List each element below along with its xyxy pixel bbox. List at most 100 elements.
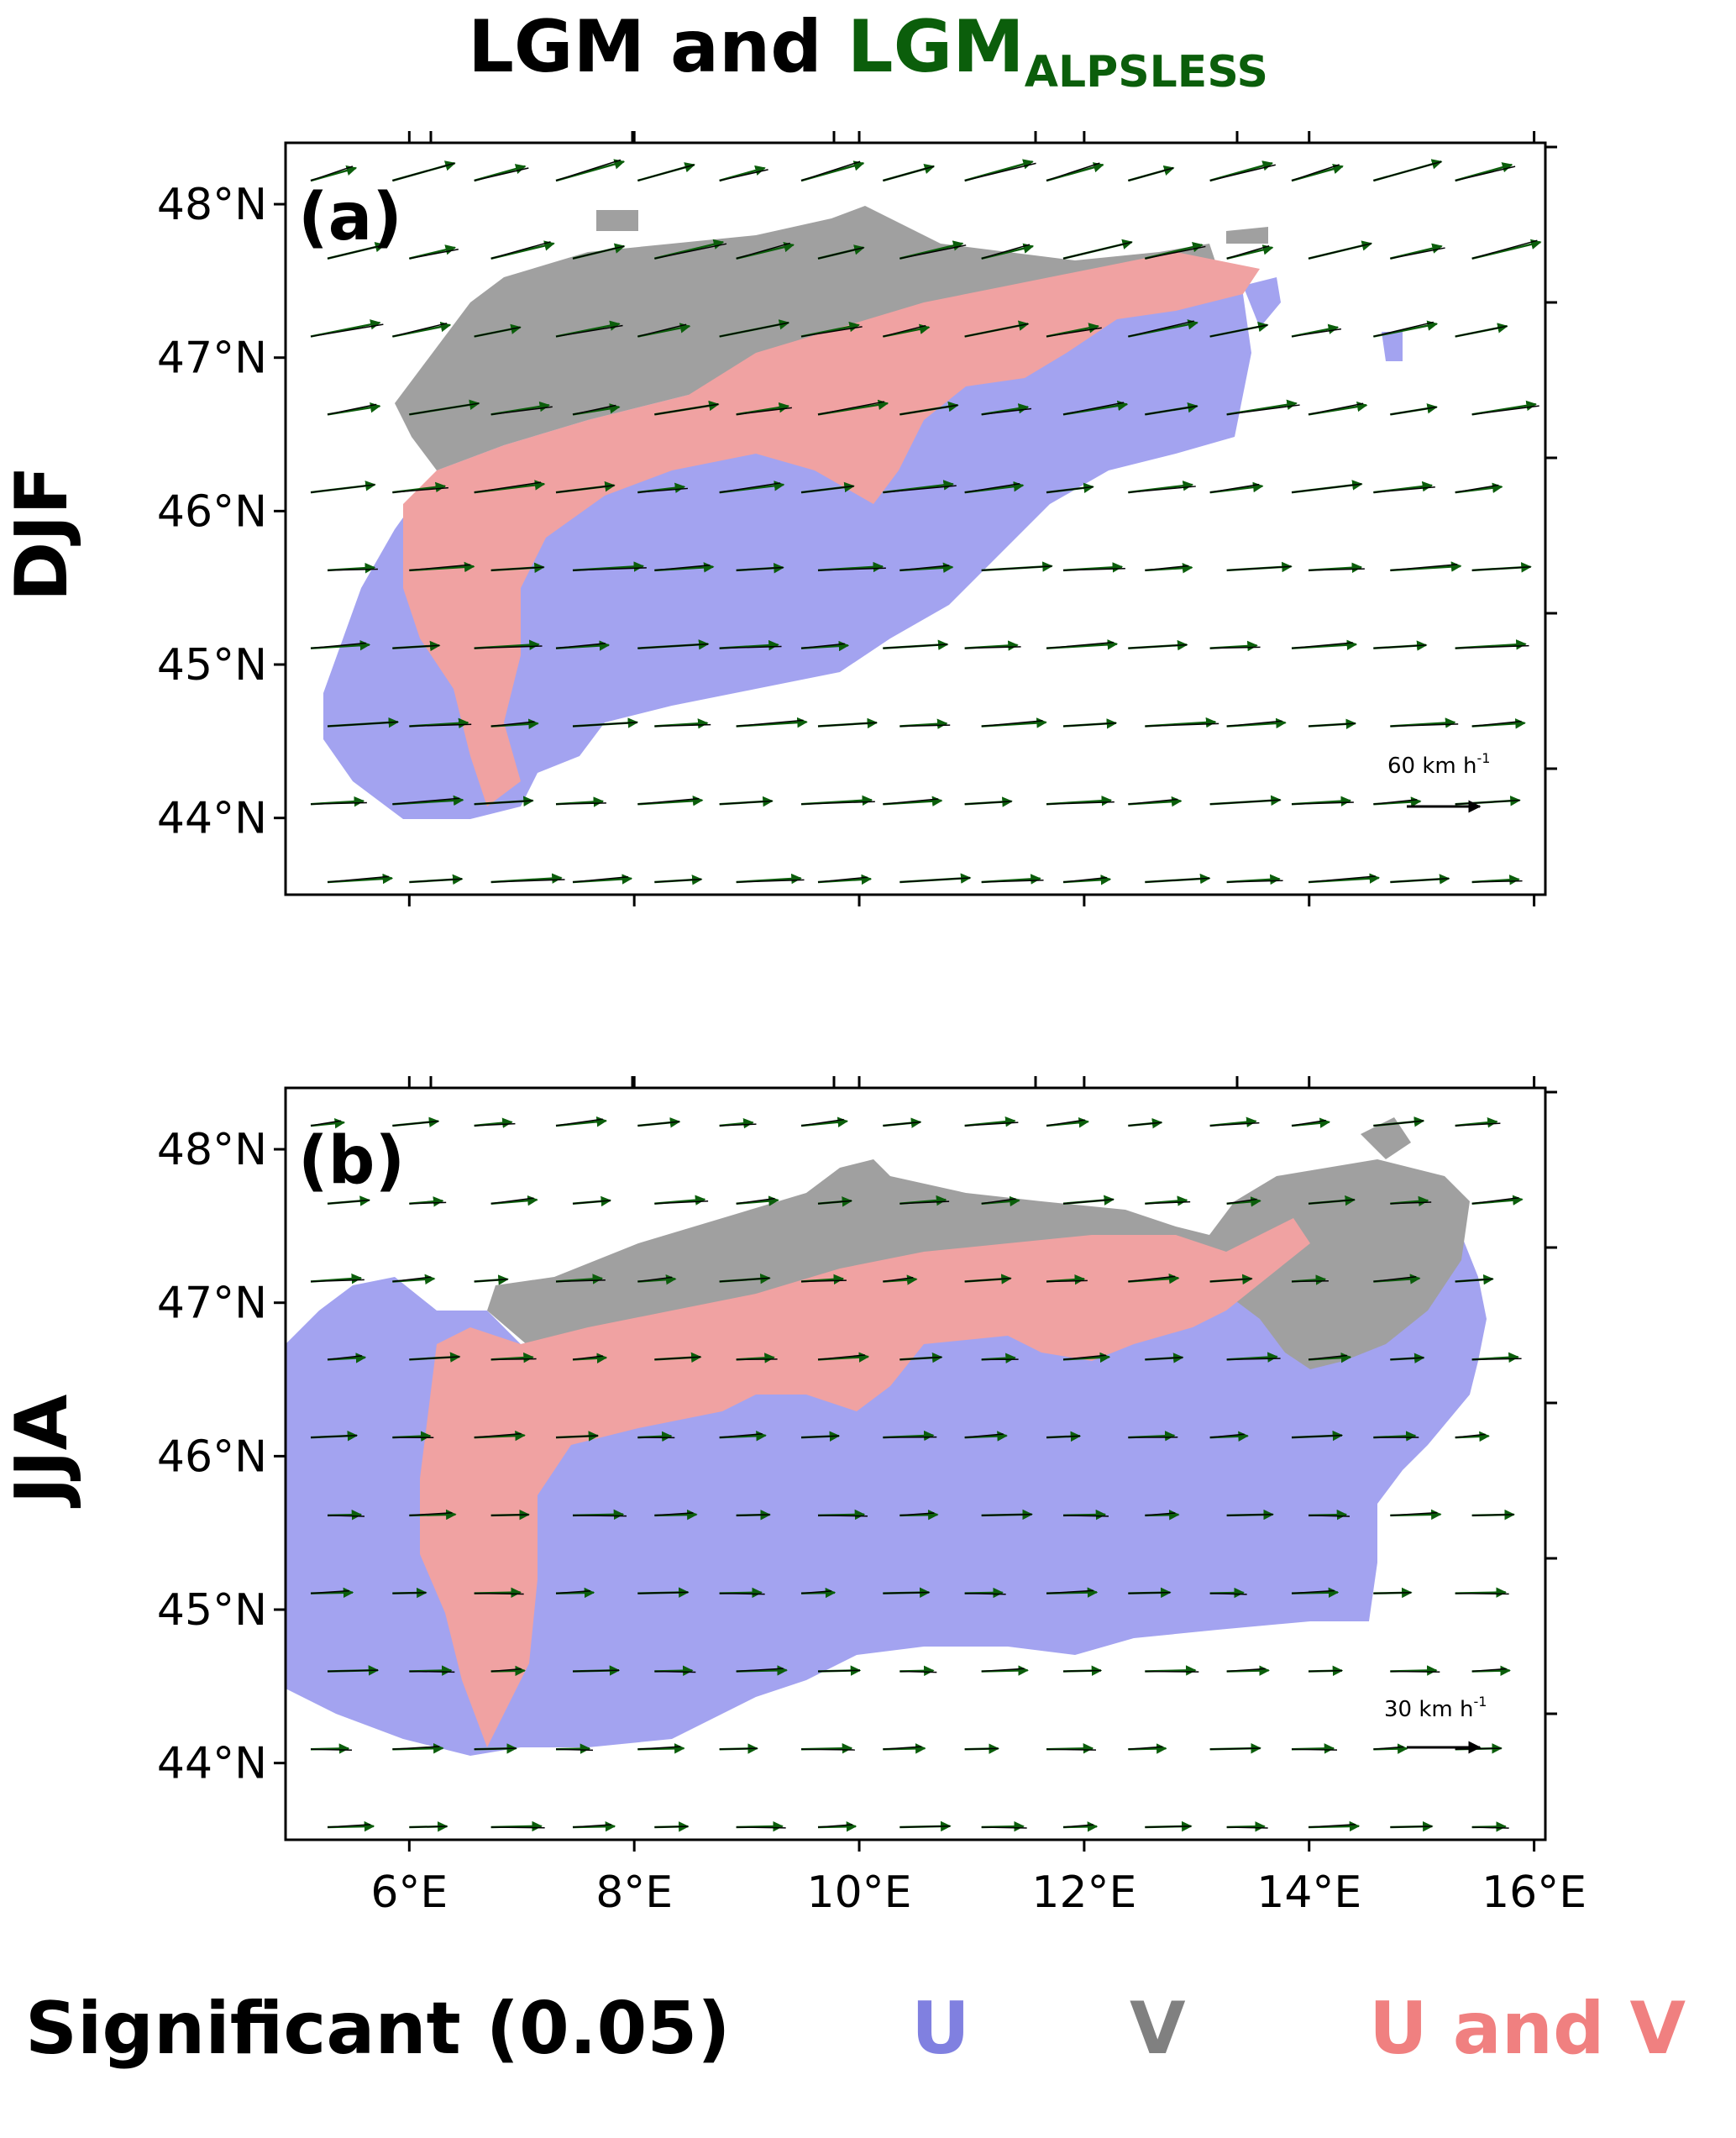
- legend-uv: U and V: [1369, 1987, 1686, 2071]
- wind-arrow-lgm: [1062, 722, 1116, 728]
- wind-arrow-lgm: [1291, 483, 1362, 493]
- wind-arrow-lgm: [392, 644, 440, 649]
- wind-arrow-lgm: [1471, 405, 1539, 416]
- wind-arrow-lgm: [883, 644, 948, 649]
- wind-arrow-lgm: [572, 1824, 612, 1828]
- wind-arrow-lgm: [1373, 1746, 1404, 1750]
- wind-arrow-lgm: [1062, 1354, 1106, 1361]
- wind-arrow-lgm: [1308, 875, 1376, 883]
- wind-arrow-lgm: [474, 645, 543, 649]
- wind-arrow-lgm: [1308, 568, 1365, 571]
- wind-arrow-lgm: [474, 1747, 517, 1750]
- wind-arrow-lgm: [1291, 1119, 1326, 1127]
- lon-tick-label: 12°E: [1031, 1867, 1136, 1918]
- wind-arrow-lgm: [1128, 1122, 1162, 1127]
- wind-arrow-lgm: [392, 162, 455, 181]
- wind-arrow-lgm: [1209, 646, 1261, 649]
- wind-arrow-lgm: [654, 878, 702, 883]
- wind-arrow-lgm: [736, 1826, 786, 1829]
- wind-arrow-lgm: [1390, 1201, 1432, 1205]
- wind-arrow-lgm: [817, 567, 886, 571]
- wind-arrow-lgm: [719, 1747, 758, 1750]
- wind-arrow-lgm: [883, 324, 926, 338]
- wind-arrow-lgm: [981, 244, 1031, 260]
- wind-arrow-lgm: [1455, 325, 1508, 338]
- wind-arrow-lgm: [1226, 565, 1292, 571]
- wind-arrow-lgm: [981, 880, 1044, 883]
- wind-arrow-lgm: [1308, 243, 1372, 260]
- wind-arrow-lgm: [572, 876, 628, 883]
- wind-arrow-lgm: [572, 1200, 611, 1205]
- wind-arrow-lgm: [883, 485, 957, 493]
- wind-arrow-lgm: [637, 1276, 673, 1283]
- wind-arrow-lgm: [310, 801, 367, 805]
- wind-arrow-lgm: [310, 165, 354, 181]
- panel-a-sig-u-east: [1243, 277, 1403, 361]
- wind-arrow-lgm: [719, 645, 782, 649]
- wind-arrow-lgm: [719, 322, 789, 338]
- wind-arrow-lgm: [800, 1279, 847, 1283]
- wind-arrow-lgm: [327, 1824, 371, 1828]
- wind-arrow-lgm: [409, 564, 471, 571]
- wind-arrow-lgm: [736, 1668, 784, 1673]
- wind-arrow-lgm: [1062, 1824, 1094, 1828]
- wind-arrow-lgm: [736, 566, 784, 571]
- wind-arrow-lgm: [964, 1122, 1019, 1127]
- wind-arrow-lgm: [1390, 1825, 1433, 1828]
- wind-arrow-lgm: [817, 722, 877, 728]
- panel-b-scale-sup: -1: [1473, 1694, 1487, 1710]
- wind-arrow-lgm: [1046, 1748, 1096, 1751]
- wind-arrow-lgm: [817, 1669, 861, 1673]
- title-lgm-alpsless: LGMALPSLESS: [847, 5, 1268, 97]
- wind-arrow-lgm: [899, 1356, 942, 1361]
- wind-arrow-lgm: [1455, 1278, 1493, 1283]
- wind-arrow-lgm: [964, 162, 1036, 181]
- wind-arrow-lgm: [1062, 876, 1107, 883]
- wind-arrow-lgm: [981, 1668, 1025, 1673]
- wind-arrow-lgm: [1471, 1668, 1507, 1673]
- wind-arrow-lgm: [800, 485, 854, 493]
- wind-arrow-lgm: [899, 724, 951, 728]
- wind-arrow-lgm: [981, 720, 1043, 728]
- lon-tick-label: 14°E: [1256, 1867, 1361, 1918]
- wind-arrow-lgm: [1209, 164, 1276, 181]
- wind-arrow-lgm: [1145, 1670, 1199, 1673]
- wind-arrow-lgm: [1046, 1589, 1094, 1594]
- panel-a-frame: [284, 141, 1547, 896]
- wind-arrow-lgm: [736, 407, 792, 416]
- wind-arrow-lgm: [1062, 1669, 1102, 1673]
- wind-arrow-lgm: [1390, 1357, 1424, 1361]
- wind-arrow-lgm: [409, 1356, 460, 1361]
- wind-arrow-lgm: [1046, 1119, 1085, 1127]
- title-green-sub: ALPSLESS: [1024, 47, 1268, 97]
- wind-arrow-lgm: [637, 487, 688, 493]
- panel-b-scale-label: 30 km h-1: [1384, 1694, 1487, 1722]
- wind-arrow-lgm: [1455, 1122, 1501, 1127]
- legend-u: U: [911, 1987, 970, 2071]
- wind-arrow-lgm: [981, 1513, 1032, 1516]
- lat-tick-label: 46°N: [157, 1431, 267, 1482]
- wind-arrow-lgm: [1455, 484, 1499, 493]
- title-lgm: LGM and: [468, 5, 822, 89]
- wind-arrow-lgm: [1390, 247, 1445, 260]
- wind-arrow-lgm: [1209, 483, 1260, 493]
- wind-arrow-lgm: [1128, 1275, 1176, 1283]
- wind-arrow-lgm: [637, 164, 695, 181]
- wind-arrow-lgm: [1145, 245, 1206, 260]
- wind-arrow-lgm: [1046, 162, 1100, 181]
- wind-arrow-lgm: [310, 1748, 353, 1752]
- wind-arrow-lgm: [800, 801, 875, 805]
- wind-arrow-lgm: [1145, 1357, 1183, 1361]
- wind-arrow-lgm: [409, 878, 463, 883]
- wind-arrow-lgm: [490, 1358, 537, 1361]
- wind-arrow-lgm: [736, 242, 790, 260]
- wind-arrow-lgm: [490, 1826, 545, 1829]
- wind-arrow-lgm: [1128, 1746, 1163, 1750]
- wind-arrow-lgm: [1373, 1120, 1424, 1127]
- wind-arrow-lgm: [1390, 1511, 1438, 1516]
- wind-arrow-lgm: [474, 167, 529, 181]
- wind-arrow-lgm: [736, 1358, 778, 1361]
- wind-arrow-lgm: [736, 1514, 770, 1516]
- wind-arrow-lgm: [555, 159, 621, 181]
